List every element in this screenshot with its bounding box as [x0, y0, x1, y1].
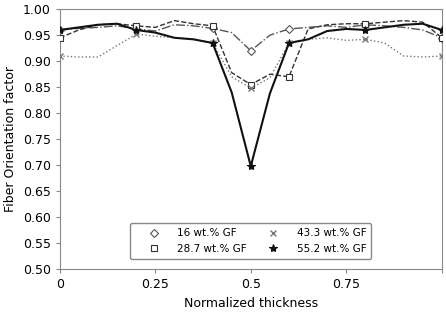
28.7 wt.% GF — [57, 36, 62, 40]
28.7 wt.% GF — [286, 75, 292, 79]
Line: 43.3 wt.% GF: 43.3 wt.% GF — [56, 31, 445, 92]
16 wt.% GF — [286, 27, 292, 31]
43.3 wt.% GF — [286, 41, 292, 45]
16 wt.% GF — [57, 28, 62, 32]
Legend: 16 wt.% GF, 28.7 wt.% GF, 43.3 wt.% GF, 55.2 wt.% GF: 16 wt.% GF, 28.7 wt.% GF, 43.3 wt.% GF, … — [130, 223, 372, 259]
16 wt.% GF — [248, 49, 253, 53]
X-axis label: Normalized thickness: Normalized thickness — [184, 297, 318, 310]
28.7 wt.% GF — [439, 36, 445, 40]
16 wt.% GF — [133, 27, 139, 31]
43.3 wt.% GF — [210, 41, 215, 45]
55.2 wt.% GF — [57, 28, 62, 32]
43.3 wt.% GF — [439, 54, 445, 58]
55.2 wt.% GF — [210, 41, 215, 45]
Line: 28.7 wt.% GF: 28.7 wt.% GF — [56, 20, 445, 88]
55.2 wt.% GF — [439, 28, 445, 32]
55.2 wt.% GF — [133, 28, 139, 32]
55.2 wt.% GF — [363, 28, 368, 32]
28.7 wt.% GF — [248, 83, 253, 86]
Line: 55.2 wt.% GF: 55.2 wt.% GF — [56, 26, 446, 171]
55.2 wt.% GF — [286, 41, 292, 45]
43.3 wt.% GF — [133, 32, 139, 36]
16 wt.% GF — [210, 26, 215, 30]
43.3 wt.% GF — [363, 37, 368, 41]
43.3 wt.% GF — [57, 54, 62, 58]
28.7 wt.% GF — [210, 24, 215, 28]
Line: 16 wt.% GF: 16 wt.% GF — [57, 22, 445, 54]
16 wt.% GF — [439, 36, 445, 40]
43.3 wt.% GF — [248, 86, 253, 90]
16 wt.% GF — [363, 23, 368, 27]
28.7 wt.% GF — [363, 22, 368, 26]
55.2 wt.% GF — [248, 164, 253, 168]
28.7 wt.% GF — [133, 24, 139, 28]
Y-axis label: Fiber Orientation factor: Fiber Orientation factor — [4, 66, 17, 212]
